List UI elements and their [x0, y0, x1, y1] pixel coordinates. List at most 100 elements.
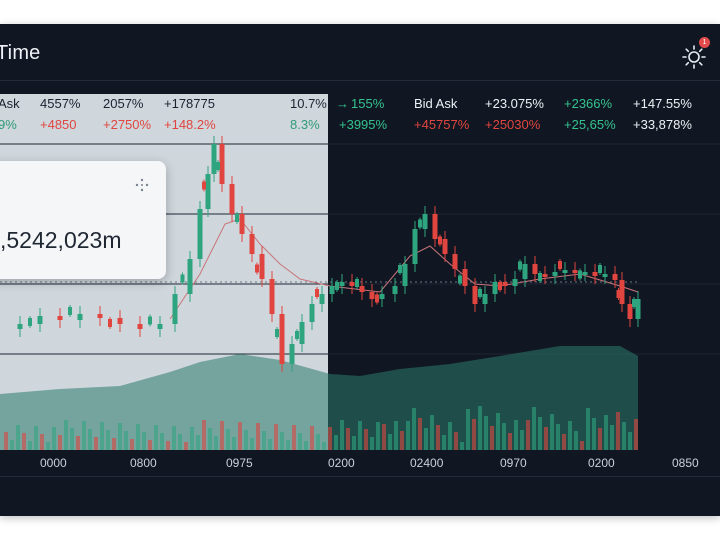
volume-bar: [52, 427, 56, 450]
stat-value: +45757%: [414, 117, 470, 132]
volume-bar: [598, 428, 602, 450]
stat-value: +2750%: [103, 117, 152, 132]
volume-bar: [136, 424, 140, 450]
volume-bar: [502, 423, 506, 450]
volume-bar: [526, 420, 530, 450]
volume-bar: [520, 430, 524, 450]
candle-body: [532, 264, 538, 274]
candle-body: [612, 274, 618, 280]
candle-body: [438, 236, 442, 245]
candle-body: [592, 272, 598, 276]
candle-body: [259, 254, 265, 279]
volume-bar: [376, 422, 380, 450]
volume-bar: [16, 425, 20, 450]
candle-body: [202, 181, 206, 190]
stat-value: +4850: [40, 117, 77, 132]
volume-bar: [490, 426, 494, 450]
candle-body: [418, 219, 422, 228]
volume-bars: [4, 406, 638, 450]
volume-bar: [118, 423, 122, 450]
candle-body: [137, 324, 143, 329]
x-axis-tick: 0850: [672, 456, 699, 470]
volume-bar: [610, 425, 614, 450]
candle-body: [392, 286, 398, 294]
candle-body: [512, 279, 518, 286]
candle-body: [299, 322, 305, 344]
candle-body: [269, 279, 275, 314]
drag-handle-icon[interactable]: [134, 177, 150, 193]
stat-value: +25,65%: [564, 117, 616, 132]
arrow-right-icon: →: [336, 96, 349, 111]
price-tooltip[interactable]: ,5242,023m: [0, 161, 166, 279]
x-axis-tick: 02400: [410, 456, 444, 470]
volume-bar: [478, 406, 482, 450]
candle-body: [482, 294, 488, 304]
stat-value: 4557%: [40, 96, 81, 111]
candle-body: [279, 314, 285, 364]
stat-value: +2366%: [564, 96, 613, 111]
candle-body: [402, 264, 408, 286]
volume-bar: [166, 441, 170, 450]
volume-bar: [172, 426, 176, 450]
stat-value: +178775: [164, 96, 215, 111]
candle-body: [249, 234, 255, 254]
candle-body: [412, 229, 418, 264]
candle-body: [442, 239, 448, 254]
candle-body: [538, 273, 542, 281]
candle-body: [478, 289, 482, 297]
volume-bar: [634, 419, 638, 450]
stat-value: 10.7%: [290, 96, 327, 111]
candlestick-chart[interactable]: [0, 24, 720, 516]
volume-bar: [430, 415, 434, 450]
volume-bar: [214, 436, 218, 450]
candle-body: [616, 290, 621, 298]
volume-bar: [274, 424, 278, 450]
volume-bar: [580, 441, 584, 450]
candle-body: [558, 261, 562, 269]
header-divider: [0, 80, 720, 81]
stat-value: +147.55%: [633, 96, 692, 111]
volume-bar: [442, 435, 446, 450]
stat-value: +25030%: [485, 117, 541, 132]
volume-bar: [382, 424, 386, 450]
candle-body: [619, 280, 625, 304]
volume-bar: [400, 431, 404, 450]
volume-bar: [28, 441, 32, 450]
stat-value: 8.3%: [290, 117, 320, 132]
x-axis-tick: 0970: [500, 456, 527, 470]
trading-window: Time 1 Ask 4557% 2057% +1787: [0, 24, 720, 516]
volume-bar: [124, 431, 128, 450]
candle-body: [562, 270, 568, 273]
candle-body: [28, 318, 32, 326]
candle-body: [552, 272, 558, 276]
candle-body: [275, 329, 279, 337]
volume-bar: [364, 429, 368, 450]
candle-body: [172, 294, 178, 324]
volume-bar: [250, 438, 254, 450]
candle-body: [627, 304, 633, 319]
volume-bar: [238, 422, 242, 450]
candle-body: [335, 282, 339, 290]
x-axis-tick: 0975: [226, 456, 253, 470]
volume-bar: [298, 433, 302, 450]
volume-bar: [484, 416, 488, 450]
settings-button[interactable]: [678, 40, 710, 72]
candle-body: [229, 184, 235, 214]
stat-value: +3995%: [339, 117, 388, 132]
volume-bar: [424, 428, 428, 450]
candle-body: [17, 324, 23, 329]
volume-bar: [418, 418, 422, 450]
volume-bar: [304, 441, 308, 450]
volume-bar: [148, 440, 152, 450]
candle-body: [502, 282, 508, 286]
volume-bar: [142, 432, 146, 450]
candle-body: [319, 294, 325, 304]
volume-bar: [562, 434, 566, 450]
x-axis-tick: 0800: [130, 456, 157, 470]
volume-bar: [40, 434, 44, 450]
candle-body: [255, 264, 259, 273]
stat-value: 155%: [351, 96, 385, 111]
volume-bar: [586, 408, 590, 450]
volume-bar: [88, 429, 92, 450]
candle-body: [295, 331, 299, 339]
